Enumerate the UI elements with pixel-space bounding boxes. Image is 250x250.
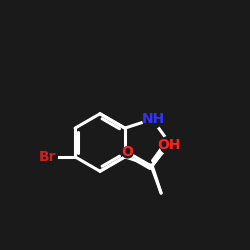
Text: OH: OH	[157, 138, 180, 152]
Circle shape	[160, 136, 178, 154]
Circle shape	[143, 110, 162, 129]
Circle shape	[122, 147, 133, 158]
Text: NH: NH	[142, 112, 165, 126]
Text: Br: Br	[39, 150, 56, 164]
Circle shape	[38, 147, 57, 167]
Text: O: O	[122, 146, 134, 160]
